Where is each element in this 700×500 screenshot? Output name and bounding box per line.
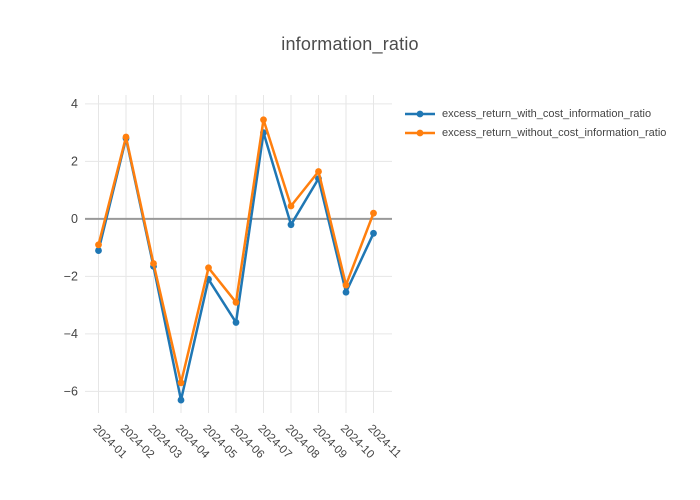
- legend: excess_return_with_cost_information_rati…: [404, 106, 666, 140]
- data-point[interactable]: [287, 202, 295, 210]
- data-point[interactable]: [205, 264, 212, 272]
- data-point[interactable]: [370, 209, 377, 217]
- legend-label-with-cost: excess_return_with_cost_information_rati…: [442, 107, 652, 120]
- svg-text:−4: −4: [64, 327, 78, 341]
- series-markers-0[interactable]: [95, 129, 377, 404]
- data-point[interactable]: [342, 288, 350, 296]
- data-point[interactable]: [232, 298, 240, 306]
- svg-text:−2: −2: [64, 270, 78, 284]
- data-point[interactable]: [370, 229, 377, 237]
- svg-text:4: 4: [71, 97, 78, 111]
- x-gridlines: [98, 95, 374, 413]
- data-point[interactable]: [342, 281, 350, 289]
- y-gridlines: [85, 103, 392, 392]
- series-markers-1[interactable]: [95, 116, 377, 387]
- svg-text:0: 0: [71, 212, 78, 226]
- x-tick-labels: 2024-012024-022024-032024-042024-052024-…: [90, 423, 403, 462]
- legend-line-marker-icon: [405, 129, 435, 136]
- svg-text:−6: −6: [64, 385, 78, 399]
- data-point[interactable]: [260, 116, 267, 124]
- chart-title: information_ratio: [281, 34, 419, 54]
- data-point[interactable]: [95, 247, 102, 254]
- legend-item-with-cost[interactable]: excess_return_with_cost_information_rati…: [404, 106, 666, 121]
- legend-label-without-cost: excess_return_without_cost_information_r…: [442, 126, 667, 139]
- legend-line-marker-icon: [405, 110, 435, 117]
- data-point[interactable]: [150, 260, 157, 267]
- data-point[interactable]: [287, 221, 295, 229]
- data-point[interactable]: [315, 168, 322, 175]
- data-point[interactable]: [177, 396, 185, 404]
- legend-item-without-cost[interactable]: excess_return_without_cost_information_r…: [404, 125, 666, 140]
- data-point[interactable]: [122, 133, 130, 141]
- data-point[interactable]: [177, 379, 185, 387]
- y-tick-labels: 4 2 0 −2 −4 −6: [64, 97, 78, 399]
- svg-text:2: 2: [71, 155, 78, 169]
- data-point[interactable]: [95, 241, 102, 249]
- data-point[interactable]: [232, 319, 240, 326]
